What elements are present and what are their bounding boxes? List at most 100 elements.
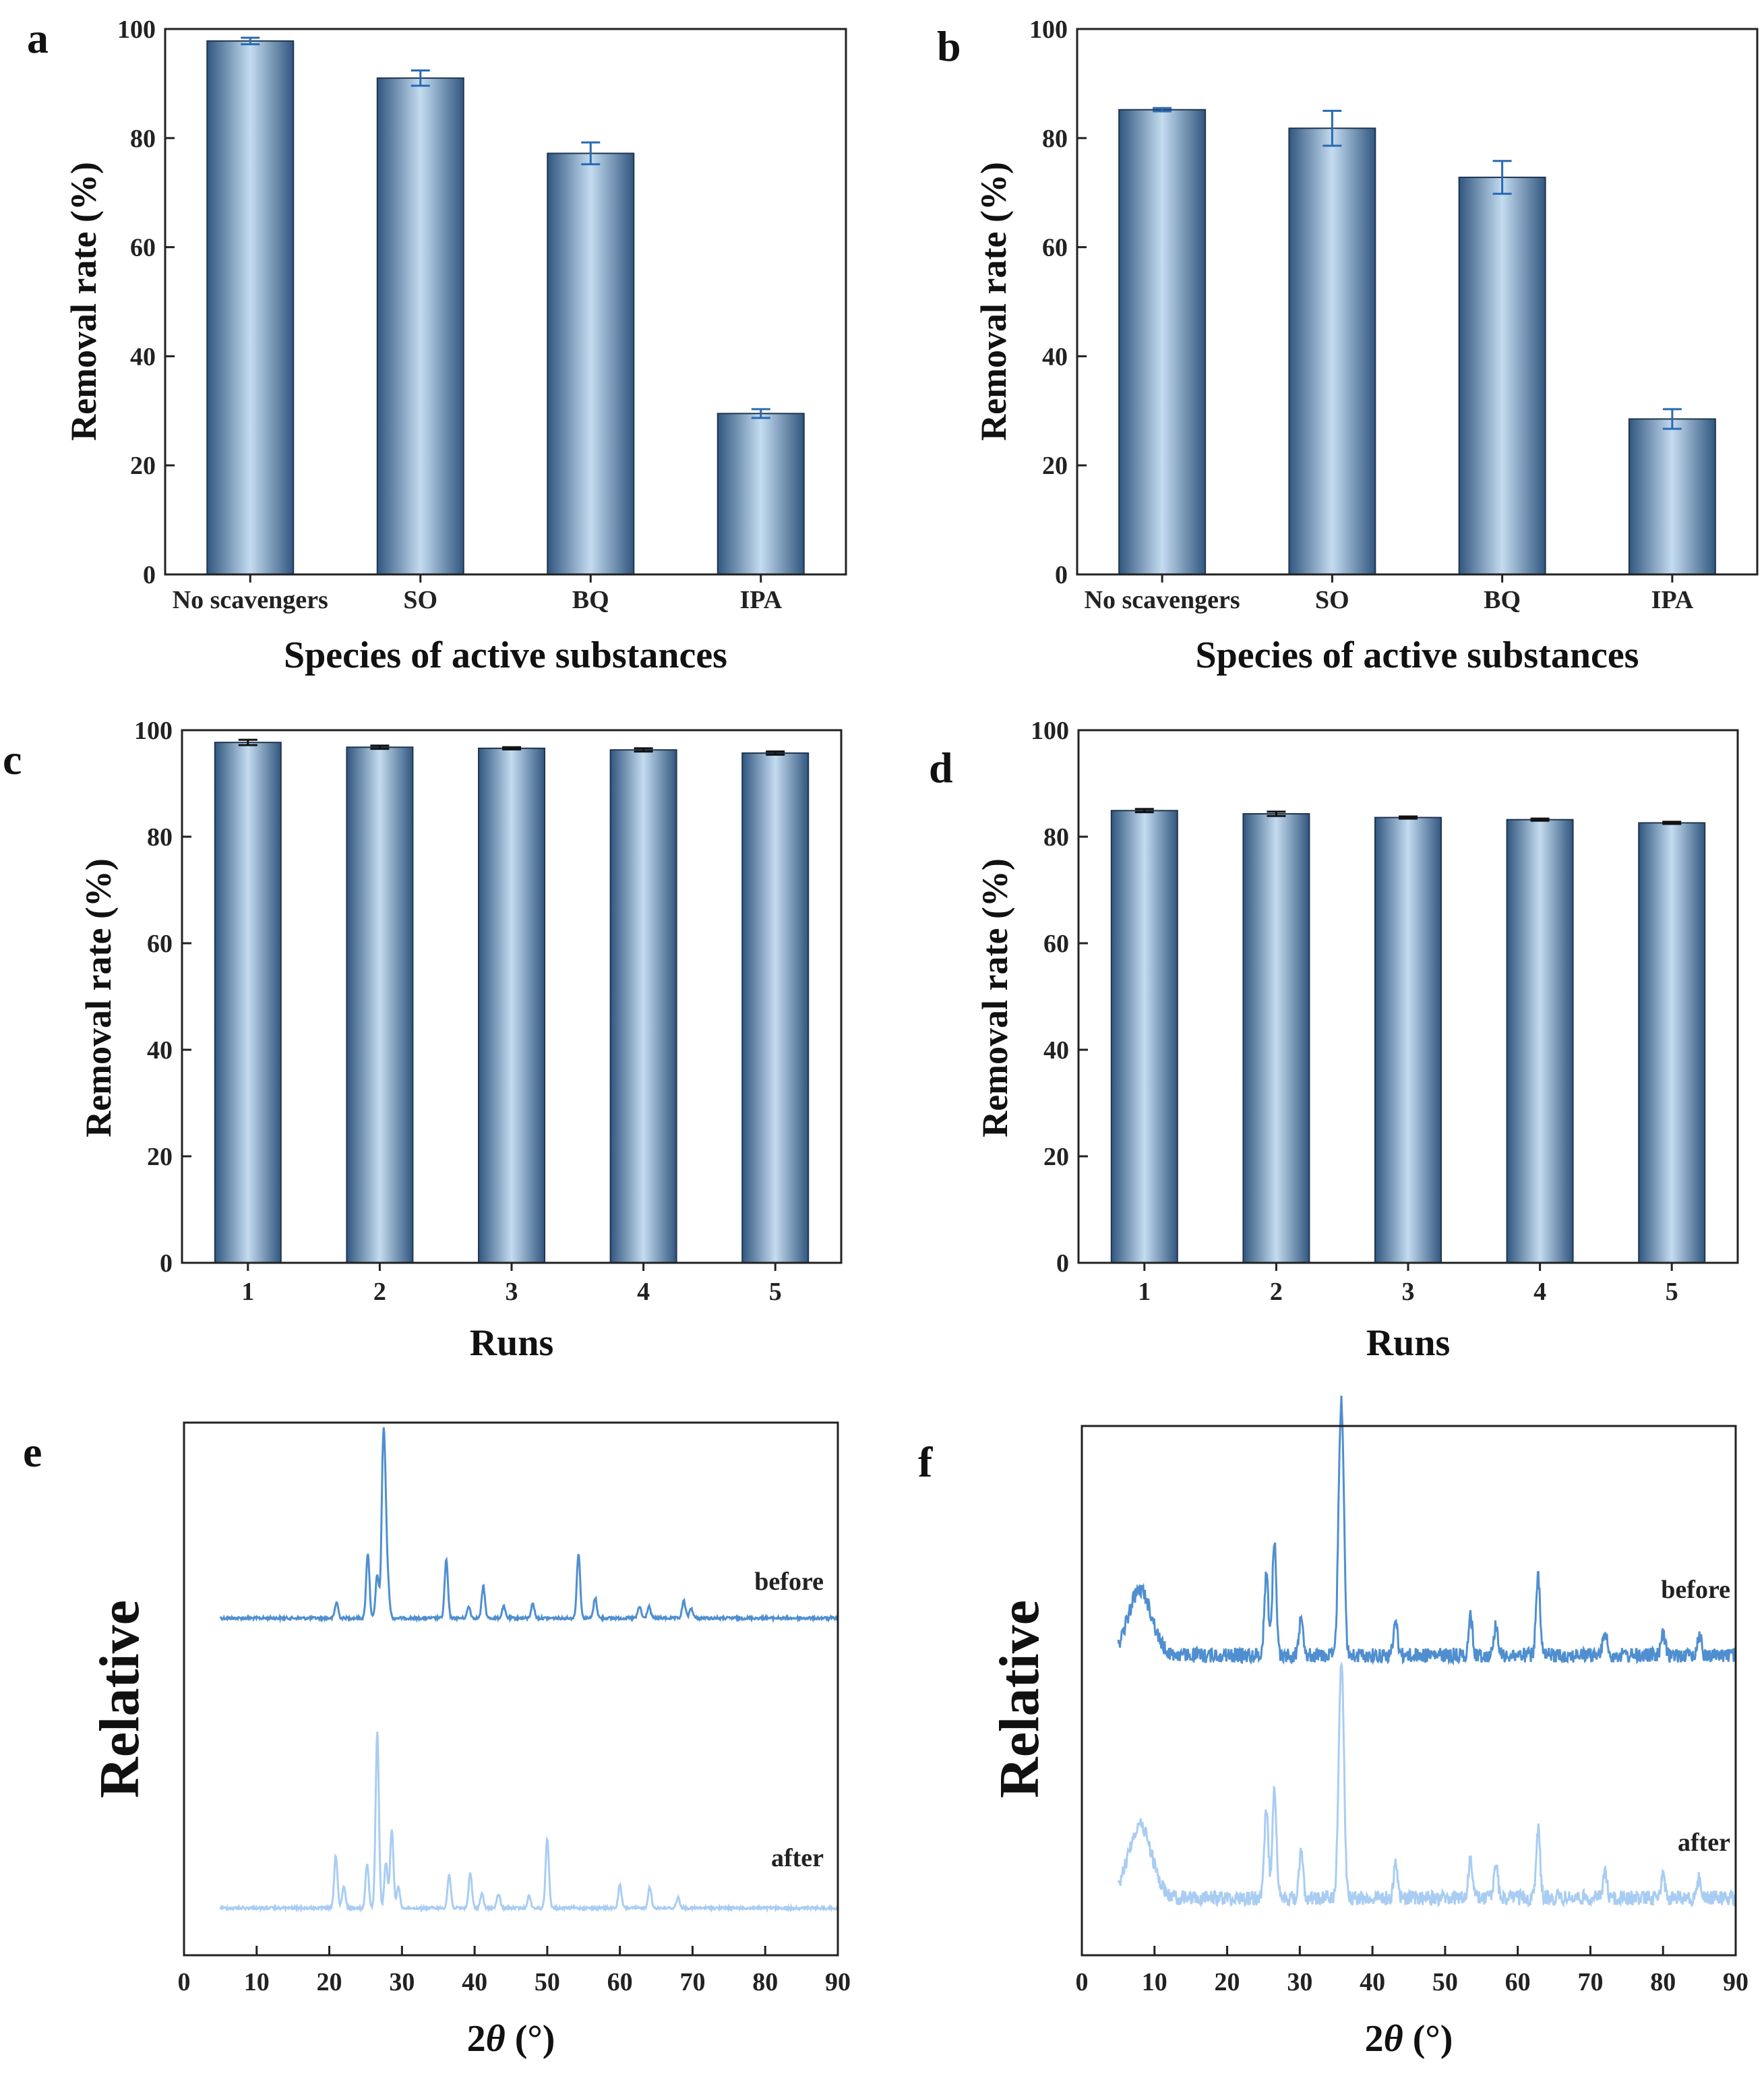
x-axis-title-c: Runs — [470, 1322, 554, 1364]
y-tick-label-b-2: 40 — [1042, 343, 1068, 371]
y-tick-label-b-4: 80 — [1042, 125, 1068, 153]
y-tick-label-c-2: 40 — [147, 1036, 173, 1065]
x-tick-label-f-3: 30 — [1287, 1968, 1312, 1996]
y-tick-label-a-5: 100 — [117, 16, 156, 44]
x-tick-label-e-3: 30 — [389, 1968, 415, 1996]
category-label-b-2: BQ — [1484, 586, 1521, 614]
bar-c-3 — [609, 749, 677, 1263]
x-tick-label-e-8: 80 — [752, 1968, 778, 1996]
y-tick-label-c-3: 60 — [147, 930, 173, 958]
xrd-line-before-e — [219, 1427, 839, 1624]
y-axis-title-b: Removal rate (%) — [973, 162, 1014, 441]
y-tick-label-c-1: 20 — [147, 1143, 173, 1171]
panel-label-b: b — [937, 22, 961, 70]
bar-c-0 — [214, 742, 282, 1264]
category-label-b-1: SO — [1315, 586, 1349, 614]
x-tick-label-f-0: 0 — [1076, 1968, 1089, 1996]
bar-a-2 — [547, 152, 635, 575]
category-label-c-1: 2 — [373, 1278, 386, 1306]
y-axis-title-c: Removal rate (%) — [78, 858, 119, 1137]
y-axis-title-d: Removal rate (%) — [975, 858, 1015, 1137]
plot-frame-f — [1081, 1425, 1737, 1957]
category-label-d-3: 4 — [1533, 1278, 1546, 1306]
y-tick-label-c-0: 0 — [160, 1249, 173, 1278]
bar-b-3 — [1628, 418, 1716, 575]
category-label-d-4: 5 — [1666, 1278, 1678, 1306]
y-axis-title-e: Relative — [88, 1600, 151, 1798]
y-tick-label-d-3: 60 — [1043, 930, 1069, 958]
bar-d-0 — [1110, 810, 1178, 1264]
plot-frame-d — [1077, 729, 1739, 1264]
series-label-before-f: before — [1661, 1576, 1730, 1604]
y-tick-label-a-0: 0 — [143, 561, 156, 589]
plot-frame-e — [183, 1421, 839, 1957]
x-axis-title-suffix-e: (°) — [506, 2018, 555, 2060]
x-axis-title-prefix-e: 2 — [467, 2018, 486, 2060]
plot-frame-c — [181, 729, 843, 1264]
y-axis-title-a: Removal rate (%) — [63, 162, 104, 441]
category-label-c-0: 1 — [241, 1278, 254, 1306]
x-tick-label-e-7: 70 — [679, 1968, 705, 1996]
bar-d-4 — [1638, 822, 1706, 1263]
category-label-d-2: 3 — [1402, 1278, 1415, 1306]
x-axis-title-symbol-f: θ — [1384, 2018, 1403, 2060]
bar-chart-d: 1 2 3 4 5 0 20 40 60 80 100 Runs Removal rate (%) — [975, 717, 1739, 1364]
x-tick-label-e-6: 60 — [607, 1968, 633, 1996]
bar-c-4 — [741, 752, 810, 1263]
y-tick-label-b-1: 20 — [1042, 452, 1068, 480]
plot-frame-a — [164, 28, 847, 576]
category-label-a-2: BQ — [572, 586, 609, 614]
x-tick-label-f-2: 20 — [1215, 1968, 1240, 1996]
y-tick-label-d-2: 40 — [1043, 1036, 1069, 1065]
x-tick-label-f-7: 70 — [1577, 1968, 1603, 1996]
series-label-before-e: before — [754, 1568, 824, 1596]
bar-d-1 — [1242, 813, 1310, 1263]
y-tick-label-d-4: 80 — [1043, 823, 1069, 852]
x-tick-label-f-4: 40 — [1360, 1968, 1385, 1996]
category-label-c-3: 4 — [637, 1278, 650, 1306]
category-label-b-0: No scavengers — [1085, 586, 1240, 614]
x-tick-label-e-2: 20 — [317, 1968, 342, 1996]
x-tick-label-f-9: 90 — [1723, 1968, 1748, 1996]
y-tick-label-c-4: 80 — [147, 823, 173, 852]
x-tick-label-e-0: 0 — [178, 1968, 191, 1996]
x-tick-label-e-5: 50 — [535, 1968, 560, 1996]
x-axis-title-d: Runs — [1366, 1322, 1451, 1364]
y-tick-label-a-2: 40 — [130, 343, 156, 371]
xrd-line-before-f — [1117, 1395, 1737, 1666]
series-label-after-f: after — [1678, 1828, 1730, 1857]
panel-label-f: f — [918, 1438, 933, 1486]
bar-d-2 — [1374, 816, 1442, 1264]
bar-b-2 — [1458, 177, 1546, 576]
bar-a-0 — [206, 40, 295, 576]
x-tick-label-f-6: 60 — [1505, 1968, 1531, 1996]
y-axis-title-f: Relative — [988, 1600, 1051, 1798]
x-axis-title-f: 2θ (°) — [1365, 2018, 1453, 2060]
xrd-line-after-e — [219, 1731, 839, 1913]
bar-d-3 — [1506, 819, 1574, 1263]
x-axis-title-prefix-f: 2 — [1365, 2018, 1384, 2060]
bar-chart-c: 1 2 3 4 5 0 20 40 60 80 100 Runs Removal rate (%) — [78, 717, 843, 1364]
bar-chart-b: No scavengers SO BQ IPA 0 20 40 60 80 100 Species … — [973, 16, 1759, 676]
xrd-chart-e: before after 0 10 20 30 40 50 60 70 80 90 2θ (°) Rela… — [88, 1421, 851, 2060]
x-axis-title-a: Species of active substances — [284, 634, 727, 676]
x-axis-title-e: 2θ (°) — [467, 2018, 555, 2060]
panel-label-a: a — [27, 14, 49, 62]
y-tick-label-d-1: 20 — [1043, 1143, 1069, 1171]
bar-b-1 — [1288, 127, 1376, 576]
x-tick-label-e-4: 40 — [462, 1968, 487, 1996]
xrd-line-after-f — [1117, 1661, 1736, 1909]
y-tick-label-a-3: 60 — [130, 234, 156, 262]
y-tick-label-d-5: 100 — [1031, 717, 1069, 745]
y-tick-label-b-3: 60 — [1042, 234, 1068, 262]
bar-a-1 — [376, 77, 464, 575]
category-label-c-2: 3 — [506, 1278, 518, 1306]
category-label-b-3: IPA — [1651, 586, 1694, 614]
x-axis-title-b: Species of active substances — [1196, 634, 1639, 676]
category-label-c-4: 5 — [769, 1278, 782, 1306]
bar-c-2 — [478, 747, 545, 1263]
xrd-chart-f: before after 0 10 20 30 40 50 60 70 80 90 2θ (°) Rela… — [988, 1395, 1748, 2060]
panel-label-d: d — [929, 744, 953, 792]
x-tick-label-e-9: 90 — [825, 1968, 851, 1996]
panel-label-e: e — [23, 1428, 42, 1476]
